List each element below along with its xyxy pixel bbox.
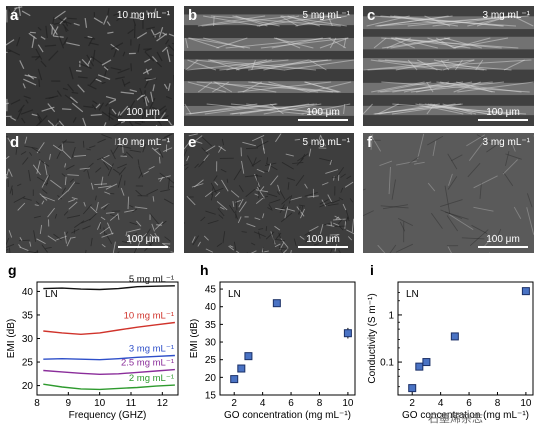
y-axis-label: EMI (dB) <box>190 319 200 358</box>
emi-frequency-chart: 8 9 10 11 12 Frequency (GHZ) EMI (dB) LN 20 25 30 3… <box>0 262 185 433</box>
scale-bar: 100 μm <box>478 234 528 248</box>
x-tick-label: 8 <box>495 398 501 409</box>
y-tick-label: 25 <box>205 355 217 366</box>
y-tick-label: 20 <box>205 373 217 384</box>
panel-letter: f <box>367 134 372 151</box>
data-point-1 <box>238 365 245 372</box>
plot-inner-label: LN <box>406 289 419 300</box>
plot-inner-label: LN <box>228 289 241 300</box>
y-tick-label: 35 <box>22 310 34 321</box>
y-tick-label: 35 <box>205 320 217 331</box>
concentration-label: 3 mg mL⁻¹ <box>482 137 530 148</box>
scale-bar-label: 100 μm <box>486 234 520 245</box>
concentration-label: 5 mg mL⁻¹ <box>302 137 350 148</box>
chart-g: g 8 9 10 11 12 Frequency (GHZ) EMI (dB) LN 20 25 3… <box>0 262 185 433</box>
scale-bar: 100 μm <box>298 234 348 248</box>
x-tick-label: 12 <box>157 398 169 409</box>
data-point-3 <box>273 300 280 307</box>
panel-letter: c <box>367 7 375 24</box>
concentration-label: 3 mg mL⁻¹ <box>482 10 530 21</box>
plot-inner-label: LN <box>45 289 58 300</box>
chart-letter: g <box>8 262 17 278</box>
x-tick-label: 2 <box>409 398 415 409</box>
series-label-2: 3 mg mL⁻¹ <box>129 343 174 354</box>
chart-letter: h <box>200 262 209 278</box>
panel-letter: a <box>10 7 18 24</box>
x-tick-label: 10 <box>342 398 354 409</box>
sem-panel-a: a 10 mg mL⁻¹ 100 μm <box>6 6 174 126</box>
series-label-0: 5 mg mL⁻¹ <box>129 274 174 285</box>
scale-bar-label: 100 μm <box>126 107 160 118</box>
y-tick-label: 1 <box>388 310 394 321</box>
sem-panel-f: f 3 mg mL⁻¹ 100 μm <box>363 133 534 253</box>
panel-letter: d <box>10 134 19 151</box>
sem-panel-d: d 10 mg mL⁻¹ 100 μm <box>6 133 174 253</box>
scale-bar-label: 100 μm <box>306 107 340 118</box>
concentration-label: 5 mg mL⁻¹ <box>302 10 350 21</box>
series-label-1: 10 mg mL⁻¹ <box>124 310 174 321</box>
watermark-text: 石墨烯杂志 <box>428 410 483 426</box>
scale-bar-label: 100 μm <box>486 107 520 118</box>
y-axis-label: EMI (dB) <box>6 319 17 358</box>
panel-letter: b <box>188 7 197 24</box>
sem-panel-c: c 3 mg mL⁻¹ 100 μm <box>363 6 534 126</box>
scale-bar: 100 μm <box>478 107 528 121</box>
series-label-3: 2.5 mg mL⁻¹ <box>121 358 174 369</box>
data-point-0 <box>409 385 416 392</box>
y-tick-label: 40 <box>205 302 217 313</box>
x-tick-label: 10 <box>520 398 532 409</box>
y-tick-label: 30 <box>205 338 217 349</box>
x-tick-label: 8 <box>34 398 40 409</box>
data-point-4 <box>522 288 529 295</box>
y-axis-label: Conductivity (S m⁻¹) <box>367 293 378 383</box>
data-point-4 <box>344 330 351 337</box>
y-tick-label: 45 <box>205 285 217 296</box>
data-point-0 <box>231 376 238 383</box>
x-axis-label: Frequency (GHZ) <box>69 410 147 421</box>
data-point-2 <box>423 359 430 366</box>
y-tick-label: 20 <box>22 381 34 392</box>
x-tick-label: 10 <box>94 398 106 409</box>
x-tick-label: 11 <box>126 398 137 409</box>
panel-letter: e <box>188 134 196 151</box>
scale-bar-label: 100 μm <box>126 234 160 245</box>
data-point-1 <box>416 363 423 370</box>
x-tick-label: 8 <box>317 398 323 409</box>
y-tick-label: 15 <box>205 391 217 402</box>
scale-bar: 100 μm <box>118 234 168 248</box>
y-tick-label: 0.1 <box>380 358 394 369</box>
x-tick-label: 9 <box>66 398 72 409</box>
y-tick-label: 40 <box>22 287 34 298</box>
scale-bar: 100 μm <box>298 107 348 121</box>
scale-bar-label: 100 μm <box>306 234 340 245</box>
x-tick-label: 2 <box>231 398 237 409</box>
x-tick-label: 6 <box>466 398 472 409</box>
sem-panel-b: b 5 mg mL⁻¹ 100 μm <box>184 6 354 126</box>
concentration-label: 10 mg mL⁻¹ <box>117 10 170 21</box>
x-axis-label: GO concentration (mg mL⁻¹) <box>224 410 351 421</box>
x-tick-label: 6 <box>288 398 294 409</box>
series-line-0 <box>43 286 175 290</box>
series-line-1 <box>43 323 175 335</box>
concentration-label: 10 mg mL⁻¹ <box>117 137 170 148</box>
series-label-4: 2 mg mL⁻¹ <box>129 373 174 384</box>
data-point-3 <box>451 333 458 340</box>
y-tick-label: 30 <box>22 334 34 345</box>
x-tick-label: 4 <box>260 398 266 409</box>
x-tick-label: 4 <box>438 398 444 409</box>
y-tick-label: 25 <box>22 358 34 369</box>
scale-bar: 100 μm <box>118 107 168 121</box>
series-line-4 <box>43 384 175 389</box>
sem-panel-e: e 5 mg mL⁻¹ 100 μm <box>184 133 354 253</box>
chart-letter: i <box>370 262 374 278</box>
data-point-2 <box>245 353 252 360</box>
